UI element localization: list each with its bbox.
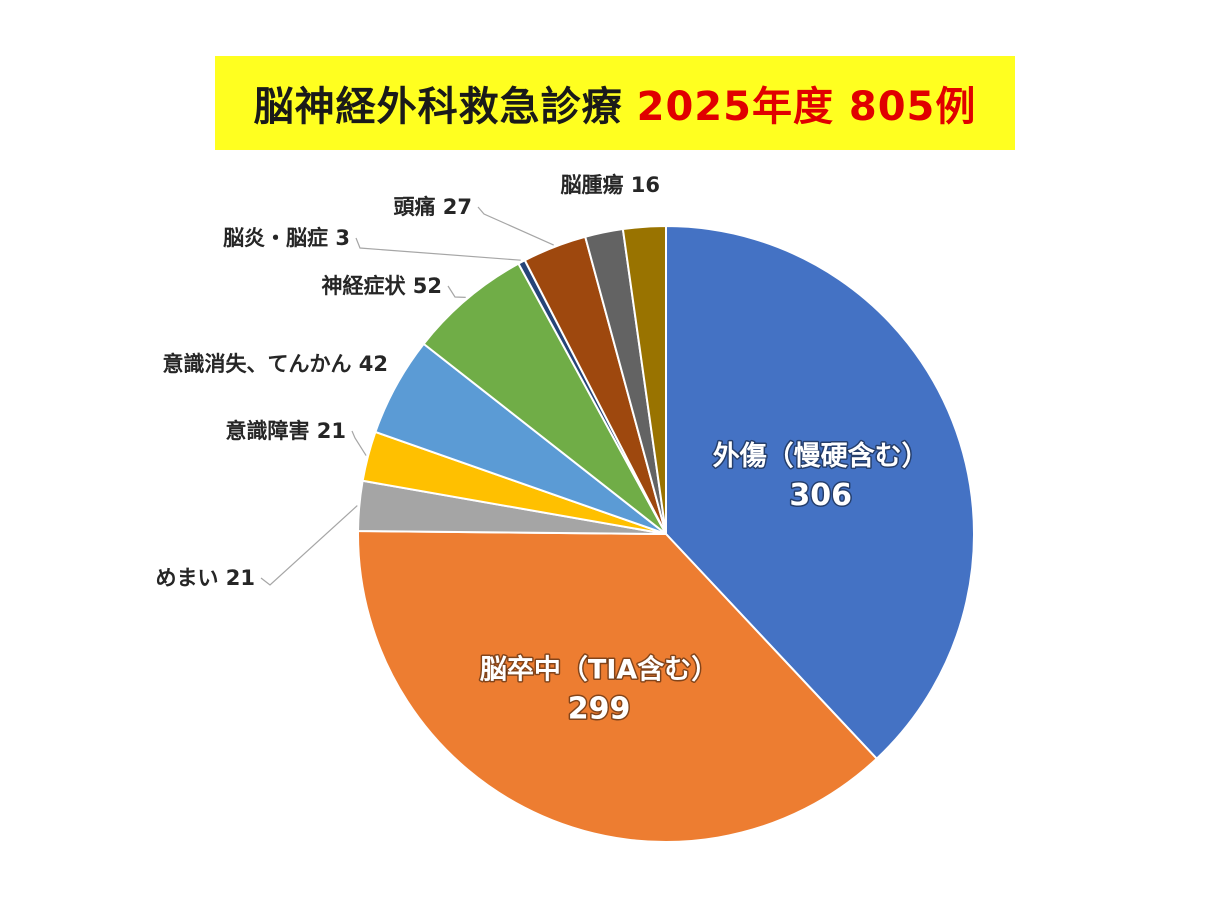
- slice-label: めまい 21: [155, 566, 255, 590]
- slice-label: 意識消失、てんかん 42: [162, 352, 388, 376]
- pie-slice: [357, 530, 878, 844]
- chart-title-main: 脳神経外科救急診療: [253, 84, 623, 130]
- pie-slice: [422, 262, 667, 535]
- slice-value-label: 299: [568, 691, 631, 726]
- leader-line: [260, 505, 358, 586]
- slice-label: 意識障害 21: [225, 419, 346, 443]
- chart-title: 脳神経外科救急診療 2025年度 805例: [215, 56, 1015, 150]
- chart-title-highlight: 2025年度 805例: [636, 84, 977, 130]
- slice-label: 神経症状 52: [321, 274, 442, 298]
- slice-value-label: 306: [789, 478, 852, 513]
- leader-line: [447, 285, 466, 298]
- slice-label: 脳腫瘍 16: [560, 173, 660, 197]
- leader-line: [351, 430, 367, 456]
- pie-slice: [621, 224, 667, 535]
- slice-label: 脳卒中（TIA含む）: [479, 653, 718, 685]
- slice-label: 外傷（慢硬含む）: [713, 440, 929, 472]
- leader-line: [477, 206, 554, 246]
- leader-line: [355, 237, 521, 261]
- slice-label: 頭痛 27: [393, 195, 472, 219]
- pie-slice: [665, 225, 975, 760]
- slice-label: 脳炎・脳症 3: [223, 226, 350, 250]
